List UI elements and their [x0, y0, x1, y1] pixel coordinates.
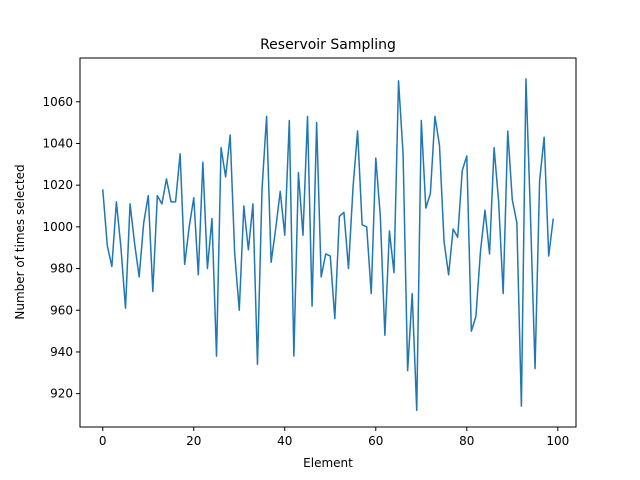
axes-frame — [79, 57, 577, 428]
y-axis: 920 940 960 980 1000 1020 1040 1060 — [42, 95, 80, 401]
x-tick-label: 0 — [99, 434, 107, 448]
y-tick-label: 920 — [50, 387, 73, 401]
x-tick-label: 100 — [546, 434, 569, 448]
x-tick-label: 40 — [277, 434, 292, 448]
y-tick-label: 1060 — [42, 95, 73, 109]
y-tick-label: 940 — [50, 345, 73, 359]
x-axis-label: Element — [303, 456, 353, 470]
chart-title: Reservoir Sampling — [260, 37, 396, 53]
x-axis: 0 20 40 60 80 100 — [99, 427, 569, 448]
y-tick-label: 960 — [50, 303, 73, 317]
y-tick-label: 980 — [50, 262, 73, 276]
x-tick-label: 80 — [459, 434, 474, 448]
y-tick-label: 1000 — [42, 220, 73, 234]
plot-area — [102, 78, 554, 412]
y-axis-label: Number of times selected — [13, 164, 27, 319]
y-tick-label: 1040 — [42, 136, 73, 150]
x-tick-label: 60 — [368, 434, 383, 448]
series-line-0 — [102, 78, 554, 412]
y-tick-label: 1020 — [42, 178, 73, 192]
x-tick-label: 20 — [186, 434, 201, 448]
